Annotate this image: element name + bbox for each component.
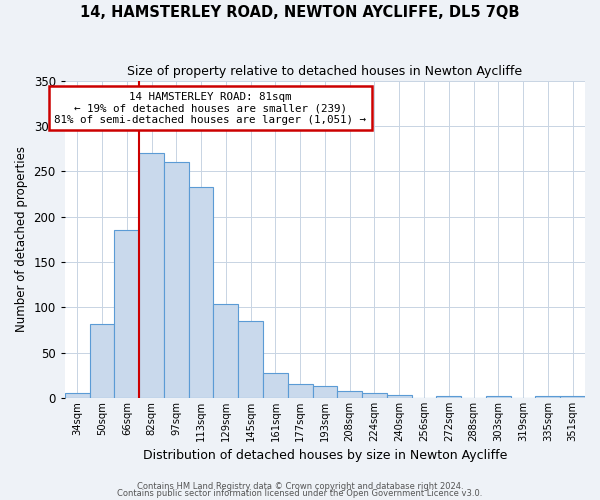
Bar bbox=[214, 304, 238, 398]
Bar bbox=[188, 186, 214, 398]
Text: Contains HM Land Registry data © Crown copyright and database right 2024.: Contains HM Land Registry data © Crown c… bbox=[137, 482, 463, 491]
Bar bbox=[337, 391, 362, 398]
Text: 14, HAMSTERLEY ROAD, NEWTON AYCLIFFE, DL5 7QB: 14, HAMSTERLEY ROAD, NEWTON AYCLIFFE, DL… bbox=[80, 5, 520, 20]
Bar bbox=[65, 394, 89, 398]
Bar bbox=[263, 372, 288, 398]
Bar bbox=[164, 162, 188, 398]
Y-axis label: Number of detached properties: Number of detached properties bbox=[15, 146, 28, 332]
Bar bbox=[115, 230, 139, 398]
Text: Contains public sector information licensed under the Open Government Licence v3: Contains public sector information licen… bbox=[118, 489, 482, 498]
Bar bbox=[238, 321, 263, 398]
Text: 14 HAMSTERLEY ROAD: 81sqm
← 19% of detached houses are smaller (239)
81% of semi: 14 HAMSTERLEY ROAD: 81sqm ← 19% of detac… bbox=[55, 92, 367, 125]
Bar bbox=[387, 396, 412, 398]
Bar bbox=[362, 394, 387, 398]
Bar bbox=[288, 384, 313, 398]
X-axis label: Distribution of detached houses by size in Newton Aycliffe: Distribution of detached houses by size … bbox=[143, 450, 507, 462]
Bar bbox=[486, 396, 511, 398]
Bar bbox=[313, 386, 337, 398]
Bar bbox=[560, 396, 585, 398]
Bar bbox=[436, 396, 461, 398]
Bar bbox=[89, 324, 115, 398]
Bar bbox=[535, 396, 560, 398]
Bar bbox=[139, 153, 164, 398]
Title: Size of property relative to detached houses in Newton Aycliffe: Size of property relative to detached ho… bbox=[127, 65, 523, 78]
